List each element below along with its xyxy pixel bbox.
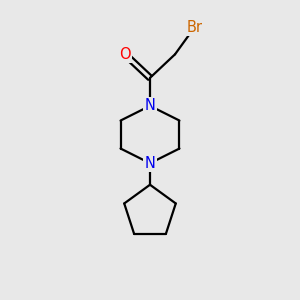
Text: N: N — [145, 156, 155, 171]
Text: O: O — [119, 47, 131, 62]
Text: N: N — [145, 98, 155, 113]
Text: Br: Br — [186, 20, 202, 35]
